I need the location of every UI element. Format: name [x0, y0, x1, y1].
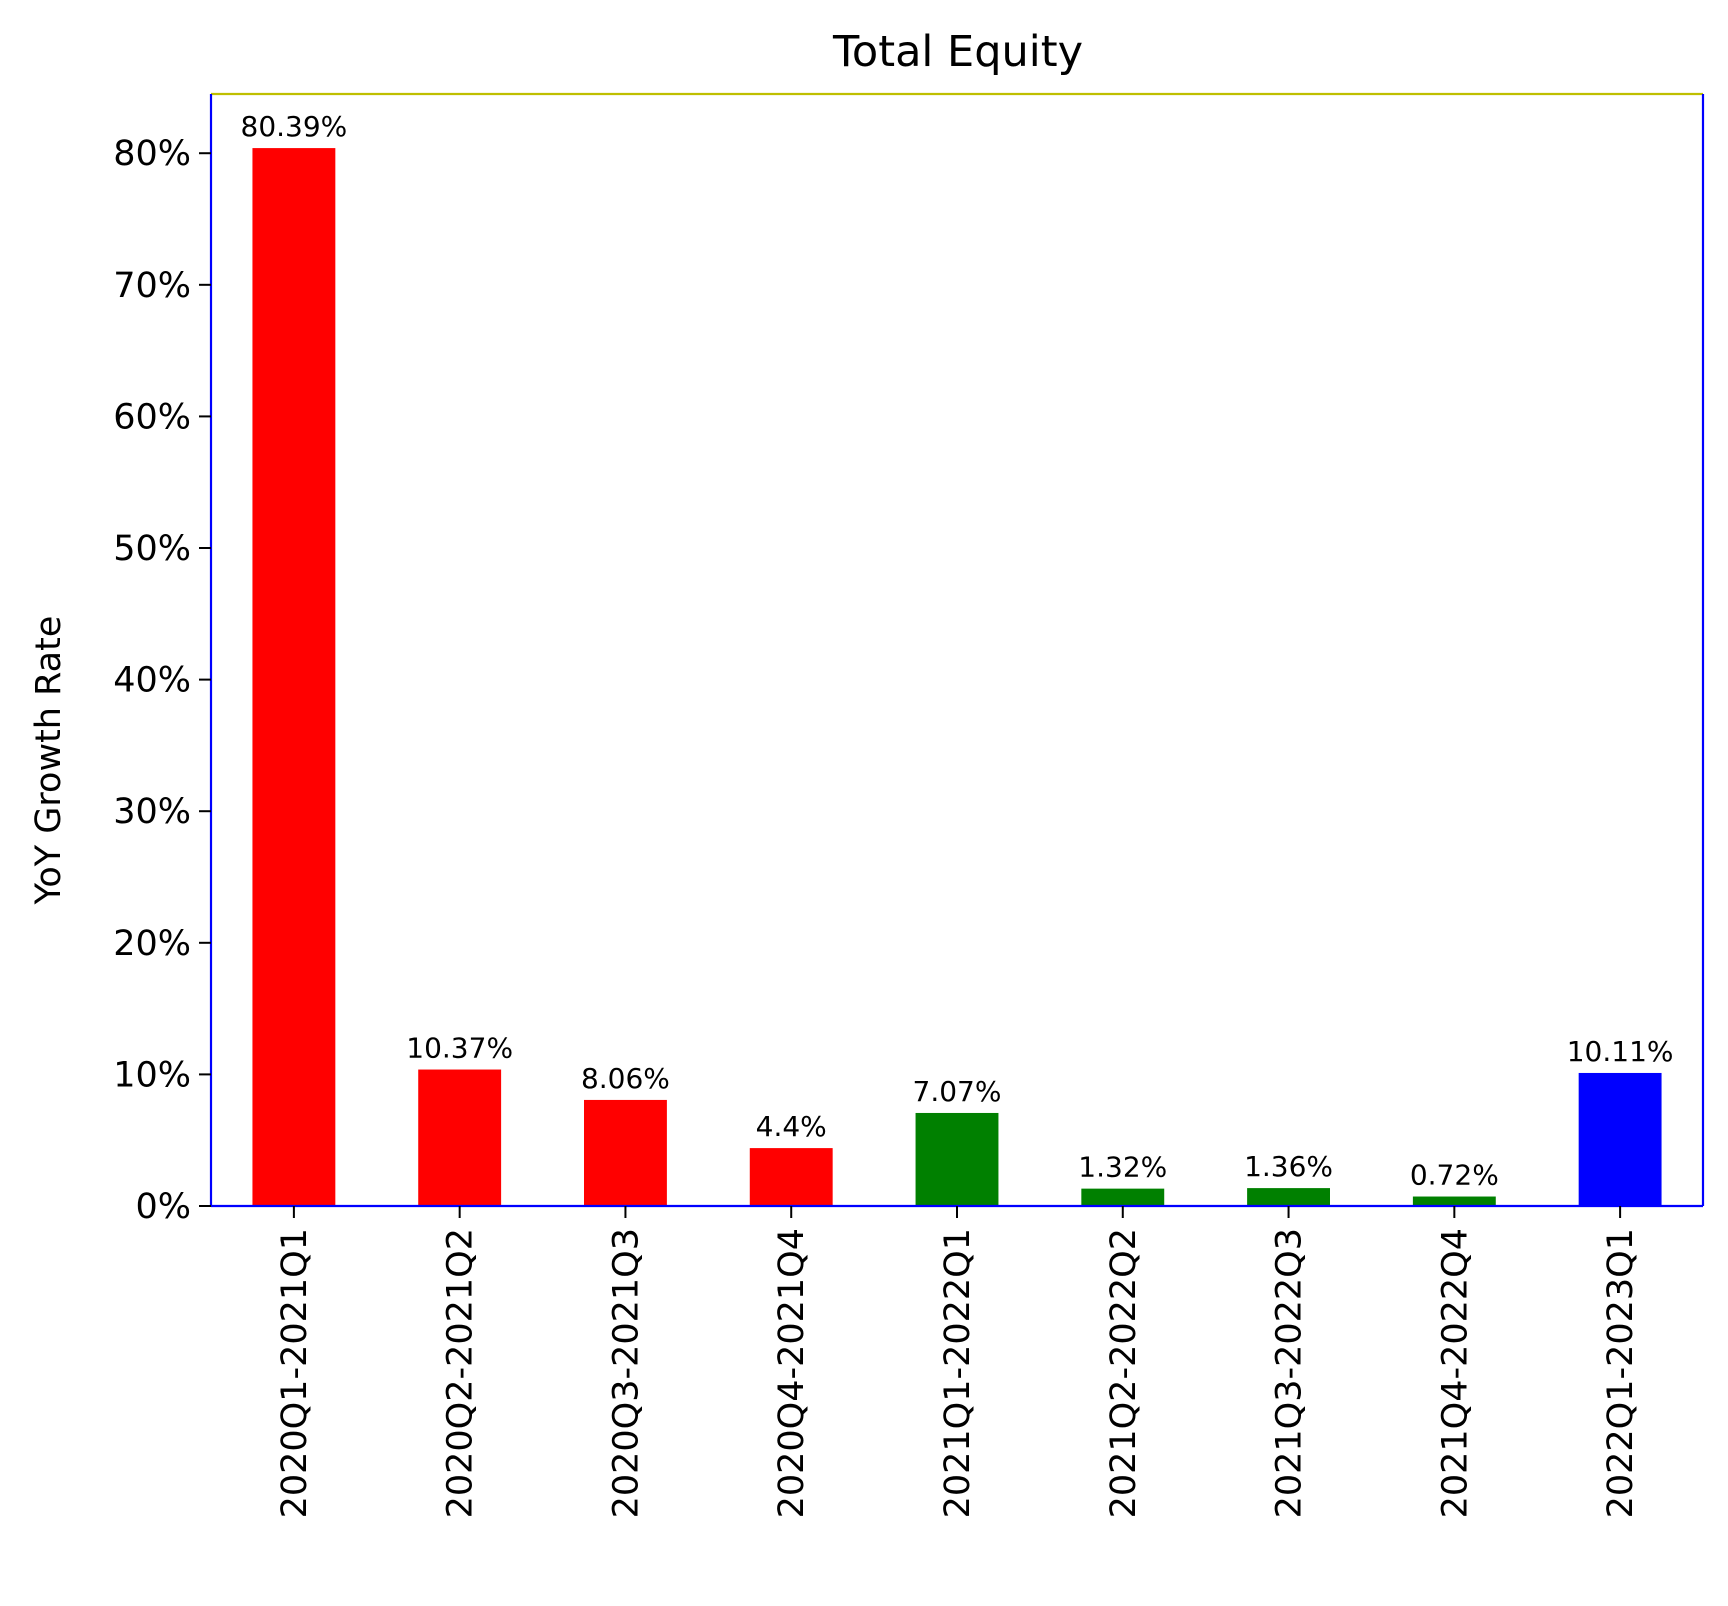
y-tick-label: 20%	[113, 924, 191, 964]
y-tick-label: 70%	[113, 266, 191, 306]
data-label-2021Q4-2022Q4: 0.72%	[1410, 1159, 1499, 1192]
data-label-2021Q2-2022Q2: 1.32%	[1078, 1151, 1167, 1184]
data-label-2020Q2-2021Q2: 10.37%	[406, 1032, 513, 1065]
x-tick-label: 2022Q1-2023Q1	[1601, 1228, 1641, 1518]
data-label-2021Q1-2022Q1: 7.07%	[913, 1075, 1002, 1108]
x-tick-label: 2020Q3-2021Q3	[606, 1228, 646, 1518]
y-tick-label: 50%	[113, 529, 191, 569]
y-tick-label: 60%	[113, 397, 191, 437]
x-tick-label: 2021Q1-2022Q1	[938, 1228, 978, 1518]
x-tick-label: 2021Q4-2022Q4	[1435, 1228, 1475, 1518]
x-tick-label: 2021Q3-2022Q3	[1270, 1228, 1310, 1518]
x-tick-label: 2021Q2-2022Q2	[1104, 1228, 1144, 1518]
bar-2021Q1-2022Q1	[915, 1112, 999, 1206]
data-label-2020Q1-2021Q1: 80.39%	[241, 110, 348, 143]
bar-2020Q1-2021Q1	[252, 148, 336, 1206]
y-tick-label: 10%	[113, 1055, 191, 1095]
data-label-2020Q4-2021Q4: 4.4%	[756, 1110, 827, 1143]
y-axis-label: YoY Growth Rate	[29, 616, 69, 906]
bar-2020Q4-2021Q4	[749, 1148, 833, 1206]
data-label-2022Q1-2023Q1: 10.11%	[1567, 1035, 1674, 1068]
x-tick-label: 2020Q2-2021Q2	[441, 1228, 481, 1518]
x-tick-label: 2020Q1-2021Q1	[275, 1228, 315, 1518]
chart-title: Total Equity	[832, 27, 1083, 77]
bar-2020Q2-2021Q2	[418, 1069, 502, 1206]
data-label-2020Q3-2021Q3: 8.06%	[581, 1062, 670, 1095]
bars-group	[252, 148, 1662, 1206]
y-tick-label: 0%	[135, 1187, 191, 1227]
y-tick-label: 40%	[113, 661, 191, 701]
data-label-2021Q3-2022Q3: 1.36%	[1244, 1150, 1333, 1183]
bar-2021Q2-2022Q2	[1081, 1188, 1165, 1206]
data-labels-group: 80.39% 10.37% 8.06% 4.4% 7.07% 1.32% 1.36% 0.72…	[241, 110, 1674, 1191]
y-axis-ticks: 0% 10% 20% 30% 40% 50% 60% 70% 80%	[113, 134, 211, 1227]
bar-2021Q4-2022Q4	[1412, 1196, 1496, 1206]
y-tick-label: 80%	[113, 134, 191, 174]
x-axis-ticks: 2020Q1-2021Q1 2020Q2-2021Q2 2020Q3-2021Q3 2…	[275, 1206, 1641, 1518]
bar-2022Q1-2023Q1	[1578, 1072, 1662, 1206]
bar-2020Q3-2021Q3	[584, 1099, 667, 1206]
x-tick-label: 2020Q4-2021Q4	[772, 1228, 812, 1518]
bar-2021Q3-2022Q3	[1247, 1188, 1330, 1206]
y-tick-label: 30%	[113, 792, 191, 832]
